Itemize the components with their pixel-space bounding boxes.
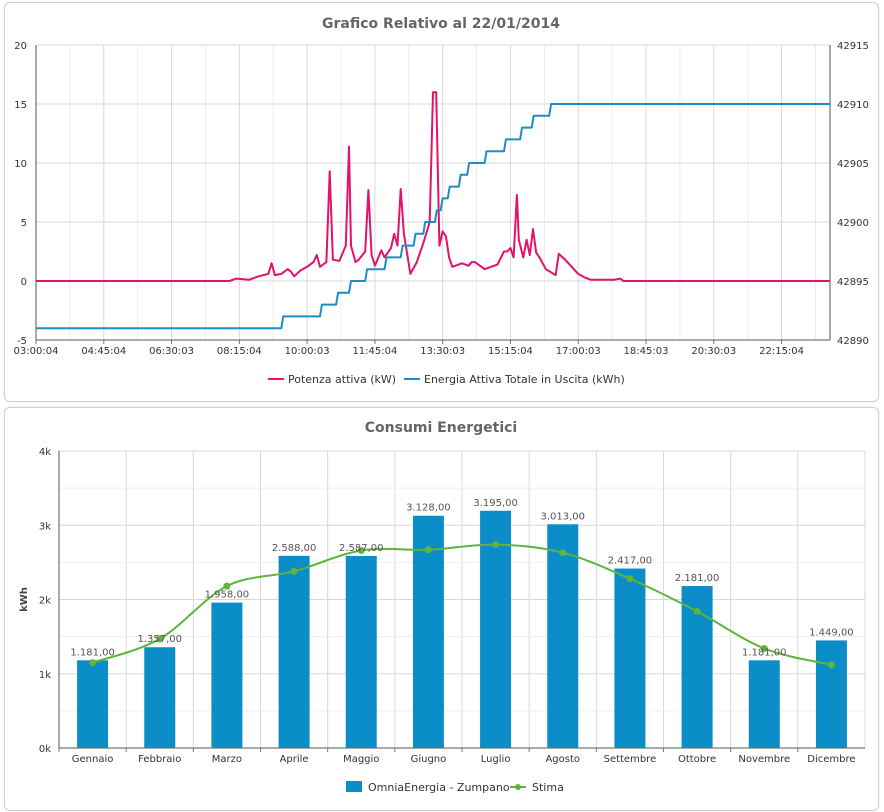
- data-label: 1.449,00: [809, 627, 854, 638]
- x-tick-label: Agosto: [545, 754, 580, 765]
- bar-novembre: [748, 660, 780, 748]
- bar-gennaio: [77, 660, 109, 748]
- legend-symbol: [346, 781, 362, 792]
- y-right-tick-label: 42895: [837, 277, 869, 288]
- legend-symbol: [515, 784, 521, 790]
- data-label: 3.013,00: [540, 511, 585, 522]
- stima-point-gennaio: [89, 659, 97, 667]
- y-left-tick-label: 5: [21, 218, 27, 229]
- y-left-tick-label: 10: [14, 159, 27, 170]
- x-tick-label: Luglio: [481, 754, 511, 765]
- bar-luglio: [480, 510, 512, 748]
- consumption-chart-panel: Consumi Energetici 0k 1k 2k 3k 4k kWh Gennaio Fe…: [4, 407, 879, 811]
- x-tick-label: Dicembre: [807, 754, 855, 765]
- bar-aprile: [278, 555, 310, 748]
- x-tick-label: 04:45:04: [81, 346, 126, 357]
- x-tick-label: Novembre: [738, 754, 790, 765]
- data-label: 2.587,00: [339, 543, 384, 554]
- y-left-tick-label: 0: [21, 277, 27, 288]
- y-left-tick-label: 20: [14, 41, 27, 52]
- y-right-tick-label: 42905: [837, 159, 869, 170]
- data-label: 2.588,00: [272, 543, 317, 554]
- x-tick-label: Maggio: [343, 754, 379, 765]
- x-tick-label: Marzo: [212, 754, 242, 765]
- bar-settembre: [614, 568, 646, 748]
- x-tick-label: Ottobre: [678, 754, 716, 765]
- y-left-tick-label: 15: [14, 100, 27, 111]
- stima-point-ottobre: [693, 607, 701, 615]
- y-axis-label: kWh: [19, 587, 30, 612]
- bar-giugno: [412, 515, 444, 748]
- stima-point-giugno: [424, 546, 432, 554]
- x-tick-label: 17:00:03: [556, 346, 601, 357]
- data-label: 1.958,00: [205, 590, 250, 601]
- bar-febbraio: [144, 647, 176, 748]
- power-chart-panel: Grafico Relativo al 22/01/2014 03:00:04 04…: [4, 2, 879, 402]
- stima-point-marzo: [223, 582, 231, 590]
- x-tick-label: Gennaio: [72, 754, 114, 765]
- y-right-tick-label: 42910: [837, 100, 869, 111]
- x-tick-label: 15:15:04: [488, 346, 533, 357]
- x-tick-label: Giugno: [411, 754, 447, 765]
- bar-marzo: [211, 602, 243, 748]
- x-tick-label: 11:45:04: [352, 346, 397, 357]
- data-label: 1.181,00: [742, 647, 787, 658]
- y-right-tick-label: 42900: [837, 218, 869, 229]
- x-tick-label: 03:00:04: [14, 346, 59, 357]
- consumption-chart: Consumi Energetici 0k 1k 2k 3k 4k kWh Gennaio Fe…: [19, 420, 866, 794]
- stima-point-luglio: [492, 541, 500, 549]
- x-tick-label: Settembre: [604, 754, 657, 765]
- chart-title: Grafico Relativo al 22/01/2014: [322, 16, 560, 32]
- x-tick-label: 18:45:03: [624, 346, 669, 357]
- stima-point-dicembre: [827, 661, 835, 669]
- stima-point-maggio: [357, 546, 365, 554]
- y-tick-label: 0k: [39, 744, 51, 755]
- x-tick-label: 10:00:03: [285, 346, 330, 357]
- data-label: 3.195,00: [473, 498, 518, 509]
- x-tick-label: 22:15:04: [759, 346, 804, 357]
- series-line-stima: [92, 543, 832, 666]
- stima-point-novembre: [760, 645, 768, 653]
- bar-dicembre: [815, 640, 847, 748]
- x-tick-label: Aprile: [280, 754, 309, 765]
- legend-label: Stima: [532, 781, 564, 794]
- bar-agosto: [547, 524, 579, 748]
- y-tick-label: 3k: [39, 521, 51, 532]
- bar-maggio: [345, 555, 377, 748]
- data-label: 1.181,00: [70, 647, 115, 658]
- series-line-energia: [36, 103, 830, 330]
- stima-point-aprile: [290, 567, 298, 575]
- data-label: 2.417,00: [608, 556, 653, 567]
- legend-label: OmniaEnergia - Zumpano: [368, 781, 510, 794]
- x-tick-label: Febbraio: [138, 754, 181, 765]
- stima-point-settembre: [626, 575, 634, 583]
- data-label: 3.128,00: [406, 503, 451, 514]
- legend-label: Energia Attiva Totale in Uscita (kWh): [424, 373, 625, 386]
- legend-label: Potenza attiva (kW): [288, 373, 396, 386]
- y-tick-label: 2k: [39, 596, 51, 607]
- x-tick-label: 20:30:03: [691, 346, 736, 357]
- y-left-tick-label: -5: [17, 336, 27, 347]
- y-tick-label: 1k: [39, 670, 51, 681]
- x-tick-label: 13:30:03: [420, 346, 465, 357]
- x-tick-label: 08:15:04: [217, 346, 262, 357]
- series-line-potenza: [36, 91, 830, 282]
- y-right-tick-label: 42915: [837, 41, 869, 52]
- data-label: 2.181,00: [675, 573, 720, 584]
- chart-title: Consumi Energetici: [365, 420, 517, 436]
- x-tick-label: 06:30:03: [149, 346, 194, 357]
- y-right-tick-label: 42890: [837, 336, 869, 347]
- stima-point-agosto: [559, 549, 567, 557]
- stima-point-febbraio: [156, 635, 164, 643]
- y-tick-label: 4k: [39, 447, 51, 458]
- data-label: 1.357,00: [137, 634, 182, 645]
